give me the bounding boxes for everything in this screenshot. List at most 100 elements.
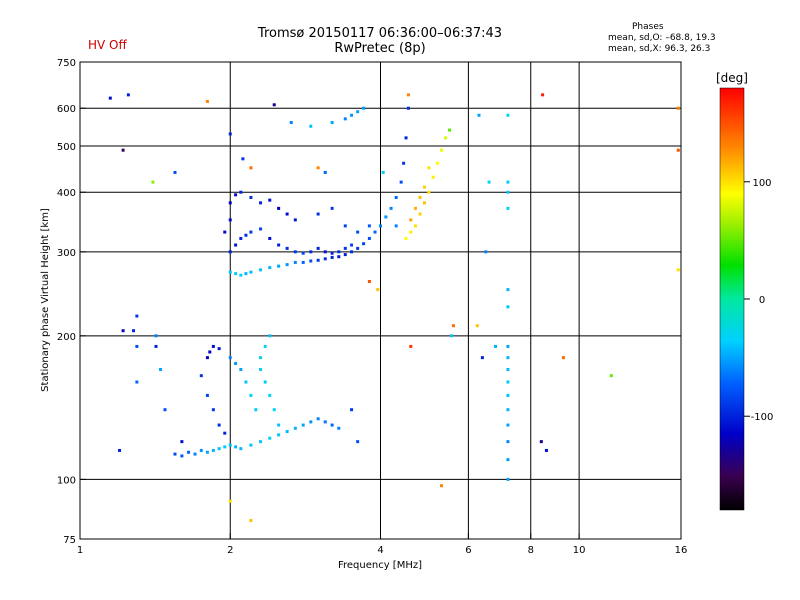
data-point (151, 180, 155, 184)
data-point (118, 448, 122, 452)
data-point (506, 344, 510, 348)
data-point (108, 96, 112, 100)
data-point (268, 198, 272, 202)
data-point (418, 212, 422, 216)
data-point (404, 136, 408, 140)
data-point (244, 233, 248, 237)
data-point (228, 356, 232, 360)
data-point (217, 423, 221, 427)
data-point (121, 148, 125, 152)
data-point (268, 334, 272, 338)
data-point (435, 161, 439, 165)
data-point (389, 206, 393, 210)
data-point (561, 356, 565, 360)
y-tick-label: 500 (57, 142, 76, 153)
data-point (259, 227, 263, 231)
colorbar (719, 87, 745, 511)
data-point (228, 201, 232, 205)
data-point (494, 344, 498, 348)
data-point (484, 250, 488, 254)
data-point (199, 448, 203, 452)
data-point (285, 246, 289, 250)
data-point (356, 440, 360, 444)
data-point (180, 440, 184, 444)
data-point (477, 113, 481, 117)
x-tick-label: 8 (528, 545, 534, 556)
data-point (506, 356, 510, 360)
data-point (362, 242, 366, 246)
data-point (135, 380, 139, 384)
data-point (330, 206, 334, 210)
data-point (367, 236, 371, 240)
data-point (316, 417, 320, 421)
data-point (223, 445, 227, 449)
data-point (241, 157, 245, 161)
axis-ticks: 1 2 4 6 8 10 16 75 100 200 300 400 500 600 750 (57, 58, 687, 556)
data-point (293, 218, 297, 222)
data-point (444, 136, 448, 140)
data-point (350, 250, 354, 254)
data-point (309, 420, 313, 424)
data-point (362, 106, 366, 110)
data-point (268, 266, 272, 270)
data-point (323, 170, 327, 174)
data-point (506, 113, 510, 117)
data-point (249, 270, 253, 274)
data-point (228, 132, 232, 136)
data-point (239, 273, 243, 277)
data-point (208, 350, 212, 354)
data-point (277, 243, 281, 247)
y-axis-label: Stationary phase Virtual Height [km] (40, 208, 51, 392)
data-point (234, 193, 238, 197)
data-point (337, 426, 341, 430)
data-point (173, 452, 177, 456)
y-tick-label: 100 (57, 475, 76, 486)
data-point (330, 121, 334, 125)
data-point (506, 206, 510, 210)
data-point (506, 477, 510, 481)
data-point (406, 93, 410, 97)
data-point (539, 440, 543, 444)
data-point (418, 195, 422, 199)
data-point (399, 180, 403, 184)
data-point (301, 423, 305, 427)
data-point (205, 356, 209, 360)
data-point (277, 206, 281, 210)
x-tick-label: 4 (377, 545, 383, 556)
chart-subtitle: RwPretec (8p) (334, 41, 426, 56)
data-point (154, 344, 158, 348)
data-point (323, 257, 327, 261)
data-point (254, 408, 258, 412)
data-point (268, 393, 272, 397)
data-point (422, 185, 426, 189)
data-point (239, 367, 243, 371)
data-point (228, 499, 232, 503)
data-point (431, 175, 435, 179)
y-tick-label: 200 (57, 332, 76, 343)
y-tick-label: 600 (57, 104, 76, 115)
data-point (309, 250, 313, 254)
data-point (376, 288, 380, 292)
data-point (180, 454, 184, 458)
data-point (448, 128, 452, 132)
data-point (506, 288, 510, 292)
x-tick-label: 1 (77, 545, 83, 556)
data-point (301, 260, 305, 264)
data-point (249, 519, 253, 523)
data-point (676, 268, 680, 272)
data-points (108, 93, 680, 523)
data-point (541, 93, 545, 97)
data-point (379, 224, 382, 228)
data-point (609, 374, 613, 378)
data-point (350, 113, 354, 117)
phase-x-stats: mean, sd,X: 96.3, 26.3 (608, 44, 711, 54)
data-point (350, 243, 354, 247)
data-point (239, 447, 243, 451)
data-point (487, 180, 491, 184)
chart-title: Tromsø 20150117 06:36:00–06:37:43 (257, 26, 503, 41)
data-point (316, 166, 320, 170)
data-point (223, 230, 227, 234)
data-point (676, 148, 680, 152)
grid-lines (80, 62, 681, 539)
data-point (205, 99, 209, 103)
